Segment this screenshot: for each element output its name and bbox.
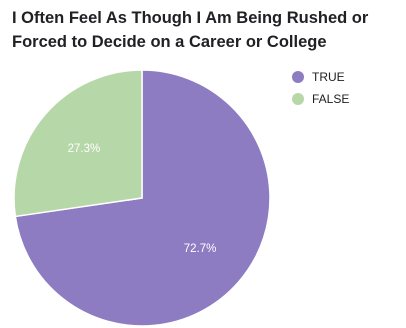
pie-slice-false[interactable] [13, 69, 143, 218]
legend-label-false: FALSE [312, 92, 350, 106]
chart-legend: TRUE FALSE [292, 66, 349, 110]
legend-swatch-true [292, 71, 304, 83]
slice-label-true: 72.7% [184, 243, 217, 255]
legend-item-false[interactable]: FALSE [292, 88, 349, 110]
chart-title: I Often Feel As Though I Am Being Rushed… [12, 9, 369, 51]
legend-label-true: TRUE [312, 70, 345, 84]
legend-item-true[interactable]: TRUE [292, 66, 349, 88]
slice-label-false: 27.3% [68, 143, 101, 155]
legend-swatch-false [292, 93, 304, 105]
